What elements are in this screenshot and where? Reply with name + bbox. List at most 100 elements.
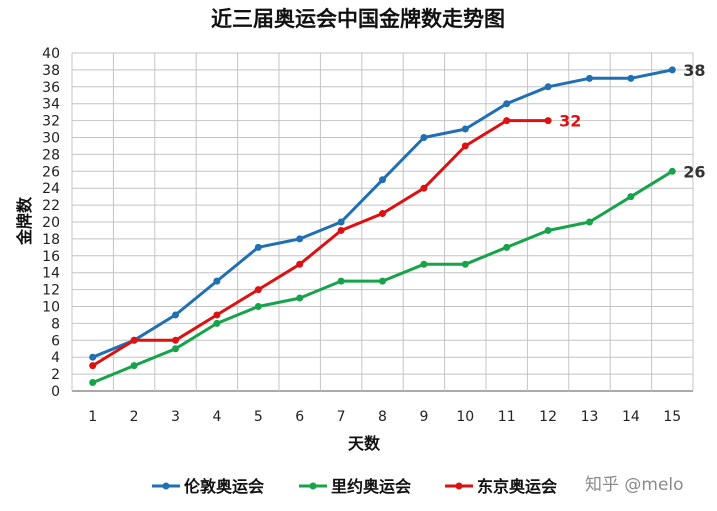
data-point [296,260,304,268]
y-tick-label: 20 [42,215,60,231]
data-point [254,286,262,294]
x-tick-label: 8 [378,409,387,425]
y-tick-label: 40 [42,46,60,62]
series-line [92,170,674,384]
data-point [461,142,469,150]
data-point [420,260,428,268]
y-tick-label: 34 [42,97,60,113]
y-axis-title: 金牌数 [15,196,34,246]
x-tick-label: 13 [581,409,599,425]
legend-label: 里约奥运会 [331,477,411,496]
y-tick-label: 26 [42,164,60,180]
data-point [668,167,676,175]
chart-title: 近三届奥运会中国金牌数走势图 [211,7,505,31]
x-tick-label: 12 [539,409,557,425]
x-tick-label: 7 [337,409,346,425]
data-point [130,336,138,344]
data-point [379,210,386,218]
x-tick-label: 6 [295,409,304,425]
data-point [420,184,428,192]
y-tick-label: 4 [51,350,60,366]
data-point [420,134,428,141]
x-tick-label: 11 [498,409,516,425]
data-point [89,362,97,370]
data-point [461,260,469,268]
y-tick-label: 32 [42,114,60,130]
data-point [213,277,221,285]
series-group: 38 26 32 [89,61,706,387]
watermark-text: 知乎 @melo [585,475,684,495]
x-tick-label: 10 [456,409,474,425]
x-tick-label: 2 [130,409,139,425]
data-point [213,319,221,327]
legend-item: 里约奥运会 [299,477,411,496]
data-point [337,277,345,285]
x-tick-label: 4 [212,409,221,425]
data-point [172,336,179,344]
data-point [296,235,304,243]
data-point [503,100,511,108]
y-tick-label: 30 [42,131,60,147]
data-point [503,117,511,125]
y-tick-label: 24 [42,181,60,197]
legend-label: 东京奥运会 [477,477,557,496]
data-point [213,311,221,319]
x-axis-title: 天数 [348,434,381,453]
x-tick-label: 9 [419,409,428,425]
x-tick-label: 5 [254,409,263,425]
y-tick-label: 38 [42,63,60,79]
end-value-label: 32 [559,112,581,131]
y-tick-label: 6 [51,333,60,349]
data-point [89,379,97,387]
y-tick-label: 28 [42,147,60,163]
data-point [379,176,386,184]
legend-swatch-marker [309,482,317,490]
data-point [627,74,635,82]
data-point [503,243,511,251]
grid [71,52,694,392]
series-1: 38 [89,61,706,361]
legend-swatch-marker [162,482,170,490]
legend-item: 东京奥运会 [445,477,557,496]
x-tick-label: 14 [622,409,640,425]
y-tick-label: 12 [42,283,60,299]
legend-label: 伦敦奥运会 [184,477,264,496]
data-point [544,83,552,91]
x-tick-label: 1 [88,409,97,425]
y-tick-label: 36 [42,80,60,96]
data-point [89,353,97,361]
data-point [254,243,262,251]
data-point [337,226,345,234]
end-value-label: 26 [683,162,705,181]
data-point [586,74,593,82]
y-tick-label: 2 [51,367,60,383]
series-line [91,119,549,367]
series-3: 32 [89,112,581,370]
legend-item: 伦敦奥运会 [152,477,264,496]
data-point [544,117,552,125]
data-point [172,345,179,353]
data-point [337,218,345,226]
series-2: 26 [89,162,706,387]
legend: 伦敦奥运会 里约奥运会 东京奥运会 [152,477,557,496]
x-tick-label: 15 [663,409,681,425]
x-axis-ticks: 1 2 3 4 5 6 7 8 9 10 11 12 13 14 15 [88,409,681,425]
y-tick-label: 8 [51,316,60,332]
data-point [254,303,262,310]
y-tick-label: 10 [42,300,60,316]
data-point [296,294,304,302]
data-point [130,362,138,370]
data-point [627,193,635,201]
x-tick-label: 3 [171,409,180,425]
legend-swatch-marker [455,482,463,490]
data-point [586,218,593,226]
y-tick-label: 22 [42,198,60,214]
data-point [379,277,386,285]
y-tick-label: 16 [42,249,60,265]
data-point [461,125,469,133]
y-tick-label: 14 [42,266,60,282]
data-point [544,226,552,234]
end-value-label: 38 [683,61,705,80]
